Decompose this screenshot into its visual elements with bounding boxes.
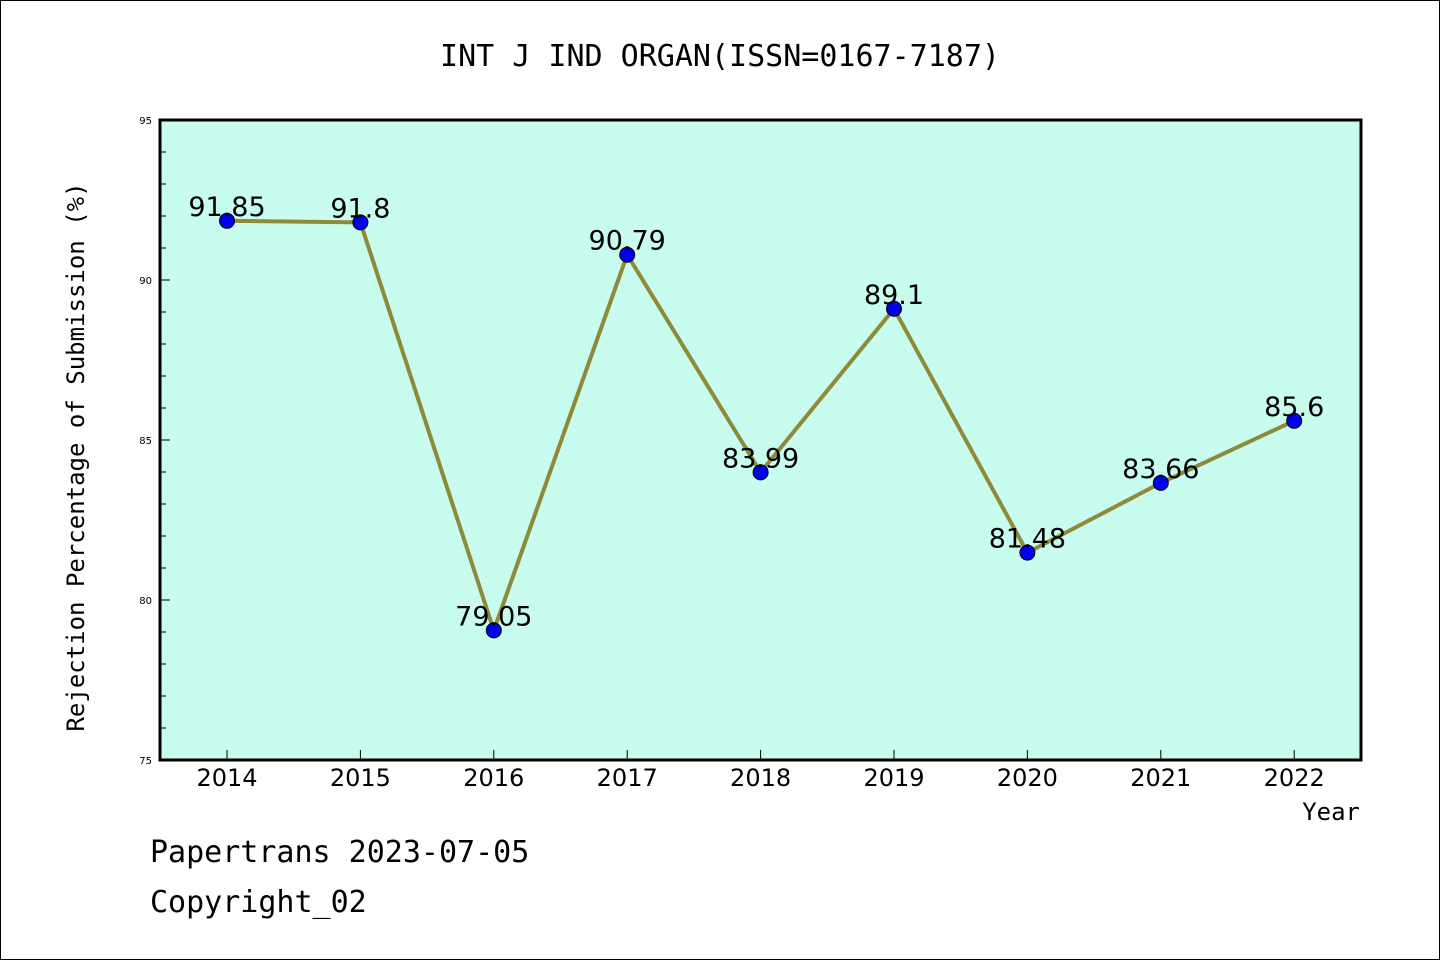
y-tick-label: 80 bbox=[139, 596, 152, 607]
y-tick-label: 90 bbox=[139, 276, 152, 287]
x-tick-label: 2020 bbox=[997, 764, 1058, 792]
y-tick-label: 75 bbox=[139, 756, 152, 767]
data-point-marker bbox=[219, 212, 235, 229]
data-label: 90.79 bbox=[589, 226, 666, 257]
x-tick-label: 2015 bbox=[330, 764, 391, 792]
x-tick-label: 2021 bbox=[1130, 764, 1191, 792]
data-label: 91.85 bbox=[188, 192, 265, 223]
y-axis-label: Rejection Percentage of Submission (%) bbox=[62, 182, 90, 731]
data-labels: 91.85 91.8 79.05 90.79 83.99 89.1 81.48 83.66 85… bbox=[188, 192, 1324, 633]
x-tick-label: 2019 bbox=[863, 764, 924, 792]
data-point-marker bbox=[619, 246, 636, 263]
data-label: 85.6 bbox=[1264, 392, 1324, 423]
data-point-marker bbox=[886, 300, 902, 317]
footer-copyright: Copyright_02 bbox=[150, 885, 367, 920]
x-tick-label: 2016 bbox=[463, 764, 524, 792]
data-label: 81.48 bbox=[989, 524, 1066, 555]
data-point-marker bbox=[1152, 474, 1169, 491]
y-axis-ticks: 75 80 85 90 95 bbox=[139, 116, 170, 767]
footer-date: Papertrans 2023-07-05 bbox=[150, 835, 530, 870]
x-axis-ticks: 2014 2015 2016 2017 2018 2019 2020 2021 2022 bbox=[196, 750, 1325, 792]
data-point-marker bbox=[1286, 412, 1303, 429]
x-tick-label: 2014 bbox=[196, 764, 257, 792]
x-tick-label: 2017 bbox=[597, 764, 658, 792]
data-point-marker bbox=[485, 622, 502, 639]
chart-title: INT J IND ORGAN(ISSN=0167-7187) bbox=[440, 39, 1000, 74]
y-tick-label: 85 bbox=[139, 436, 152, 447]
data-label: 83.66 bbox=[1122, 454, 1199, 485]
x-axis-label: Year bbox=[1302, 798, 1360, 826]
y-tick-label: 95 bbox=[139, 116, 152, 127]
x-tick-label: 2018 bbox=[730, 764, 791, 792]
data-markers bbox=[219, 212, 1303, 639]
data-point-marker bbox=[352, 214, 369, 231]
data-point-marker bbox=[752, 464, 769, 481]
data-label: 91.8 bbox=[330, 193, 390, 224]
data-label: 89.1 bbox=[864, 280, 924, 311]
data-point-marker bbox=[1019, 544, 1036, 561]
x-tick-label: 2022 bbox=[1264, 764, 1325, 792]
data-label: 83.99 bbox=[722, 443, 799, 474]
data-label: 79.05 bbox=[455, 601, 532, 632]
